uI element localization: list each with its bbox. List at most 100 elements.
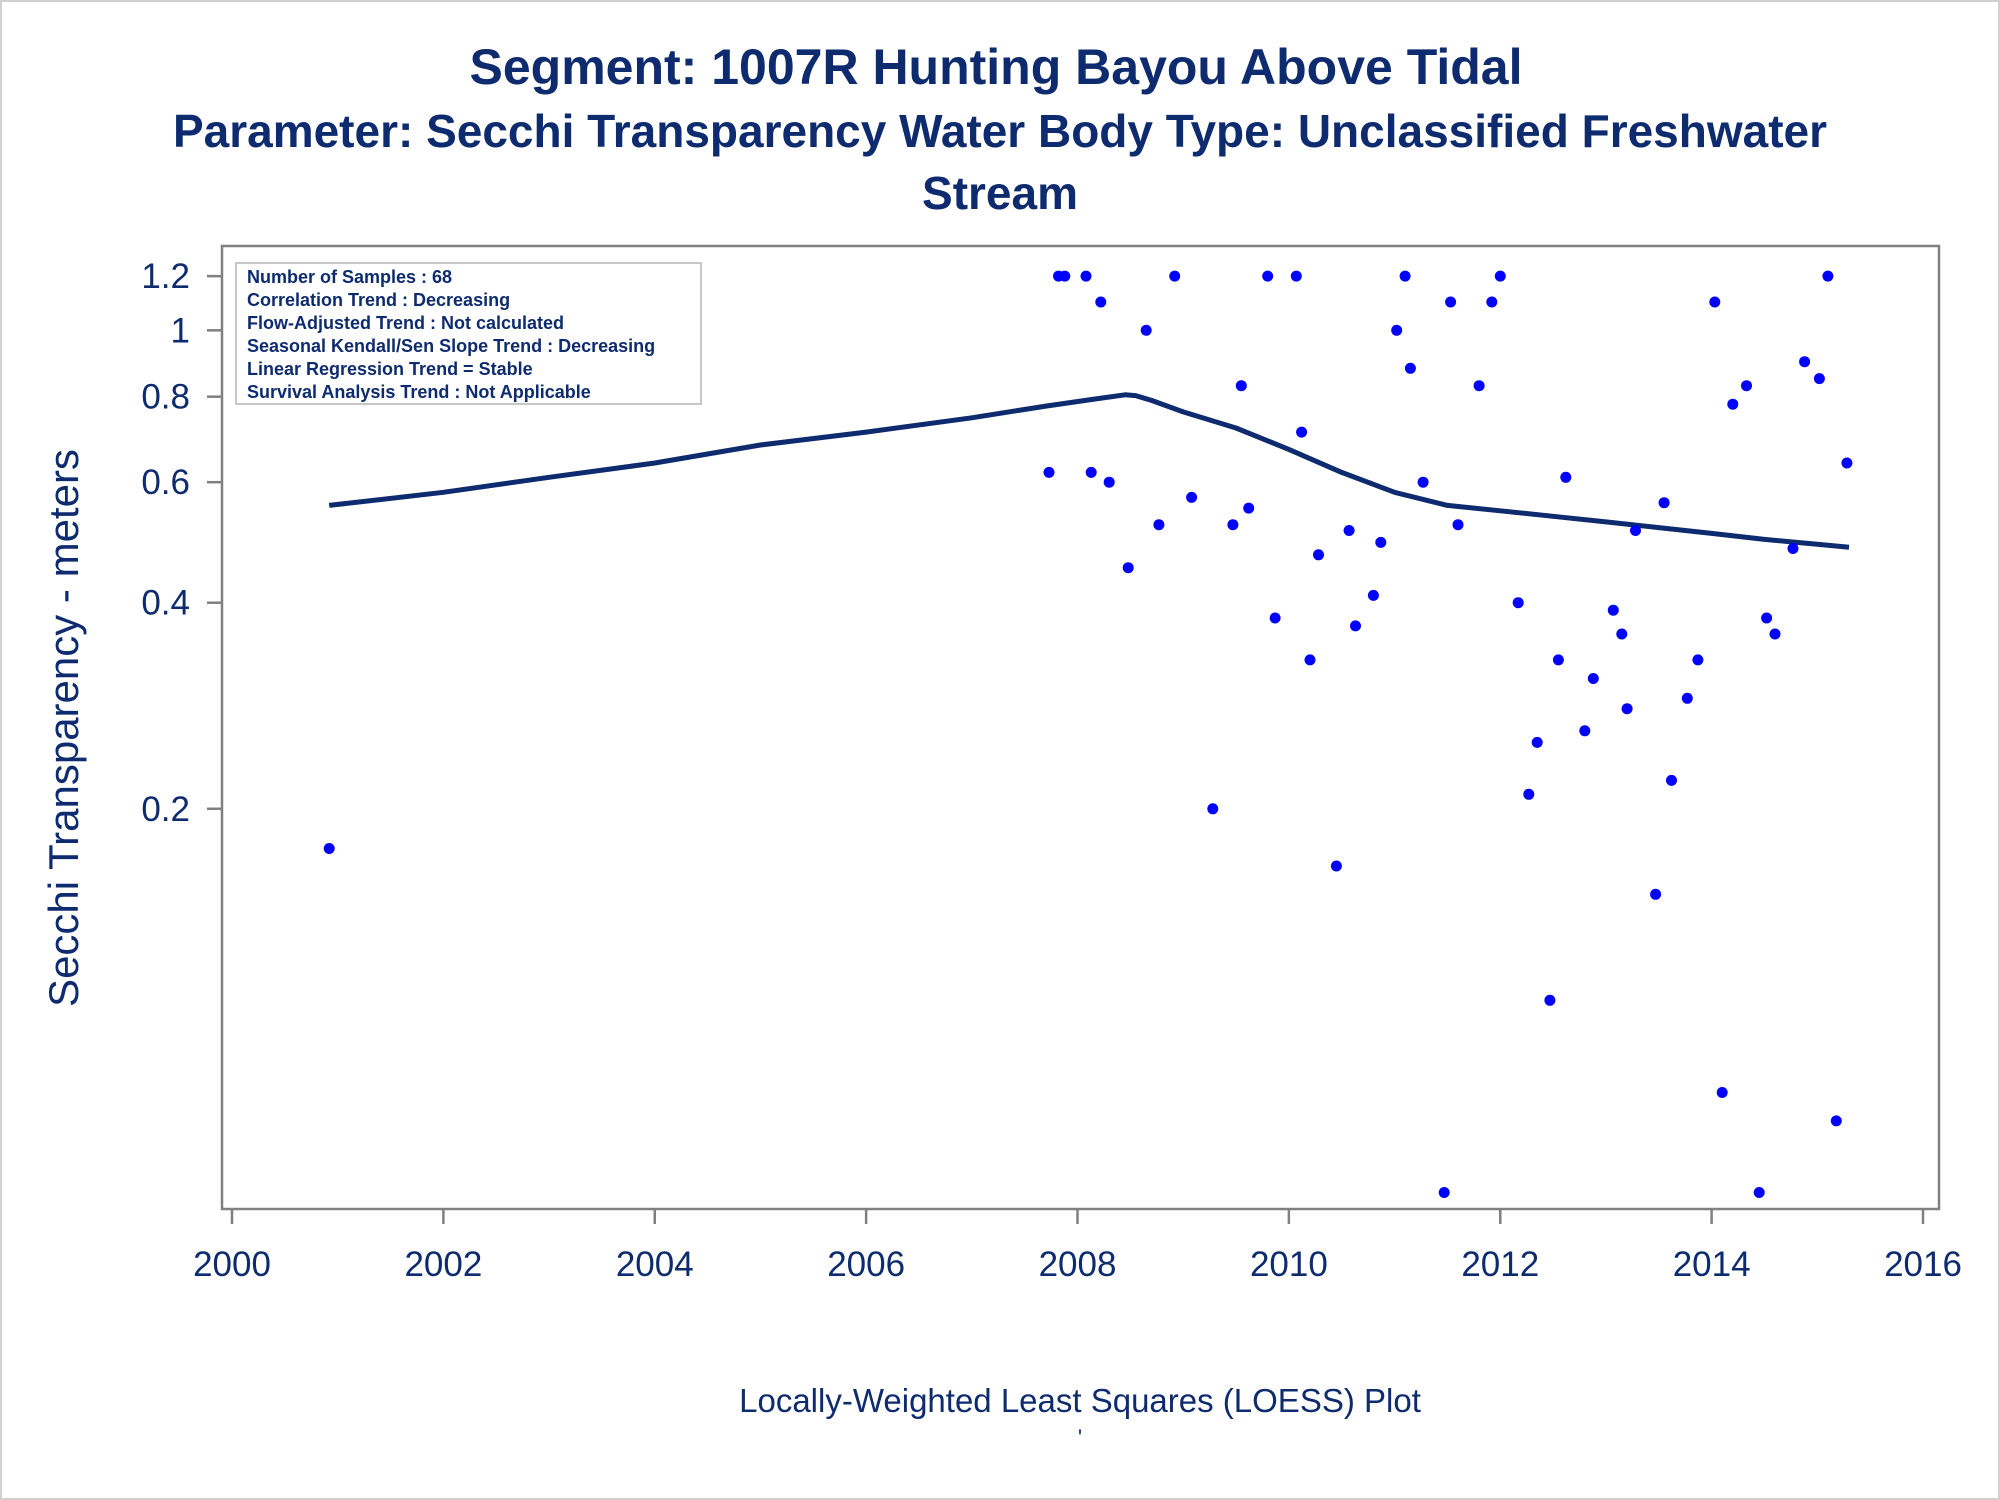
data-point [1304,654,1316,666]
data-point [1494,270,1506,282]
data-point [1343,525,1355,536]
data-point [1417,476,1429,488]
data-point [1587,673,1599,684]
data-point [1227,519,1239,531]
data-point [1059,270,1071,282]
data-point [1296,426,1308,438]
data-point [1787,543,1799,554]
y-tick-label: 0.2 [141,790,190,829]
data-point [1043,466,1055,478]
data-point [1681,692,1693,704]
data-point [1727,398,1739,410]
x-tick-label: 2006 [827,1245,905,1284]
data-point [1375,536,1387,548]
data-point [1399,270,1411,282]
x-tick-label: 2002 [404,1245,482,1284]
inset-line: Number of Samples : 68 [247,267,452,287]
data-point [1269,612,1281,624]
y-tick-label: 0.8 [141,378,190,417]
data-point [1330,860,1342,872]
data-point [1290,270,1302,282]
data-point [1692,654,1704,666]
data-point [1560,471,1572,483]
data-point [1544,994,1556,1006]
data-point [1621,703,1633,715]
x-tick-label: 2004 [616,1245,694,1284]
data-point [1122,562,1134,574]
data-point [1616,628,1628,640]
data-point [1607,604,1619,616]
x-tick-label: 2000 [193,1245,271,1284]
data-point [1531,736,1543,748]
y-tick-label: 1 [171,311,190,350]
inset-line: Survival Analysis Trend : Not Applicable [247,382,591,402]
data-point [1630,525,1641,536]
data-point [1579,725,1591,737]
inset-box [235,262,702,405]
data-point [1262,270,1274,282]
data-point [1552,654,1564,666]
data-point [1235,380,1247,392]
data-point [1761,612,1773,624]
loess-line [328,392,1850,550]
inset-line: Flow-Adjusted Trend : Not calculated [247,313,564,333]
y-tick-label: 1.2 [141,257,190,296]
x-tick-label: 2014 [1673,1245,1751,1284]
chart-subtitle-line1: Parameter: Secchi Transparency Water Bod… [172,105,1828,157]
chart-title: Segment: 1007R Hunting Bayou Above Tidal [469,39,1523,95]
data-point [1080,270,1092,282]
data-point [1841,457,1853,469]
data-point [1243,502,1255,514]
data-point [1658,497,1670,509]
y-tick-label: 0.6 [141,463,190,502]
data-point [1404,362,1416,374]
data-point [1666,774,1677,786]
data-point [1085,466,1097,478]
footnote: Locally-Weighted Least Squares (LOESS) P… [739,1382,1421,1419]
data-point [1445,296,1457,308]
x-tick-label: 2008 [1039,1245,1117,1284]
data-point [1741,380,1752,392]
data-point [1709,296,1721,308]
data-point [1350,620,1361,632]
data-point [1716,1087,1728,1098]
data-point [1473,380,1485,392]
footnote-mark: ' [1078,1425,1082,1450]
data-point [1153,519,1165,531]
data-point [1391,324,1403,336]
data-point [1822,270,1834,282]
data-point [1313,549,1324,561]
inset-line: Seasonal Kendall/Sen Slope Trend : Decre… [247,336,655,356]
y-tick-label: 0.4 [141,584,190,623]
data-point [1169,270,1181,282]
plot-area-border [220,244,1941,1211]
data-point [1769,628,1781,640]
x-tick-label: 2016 [1884,1245,1962,1284]
data-point [1452,519,1464,531]
stats-inset: Number of Samples : 68 Correlation Trend … [235,262,702,405]
chart-subtitle-line2: Stream [922,167,1078,219]
data-point [1512,597,1524,609]
data-point [1753,1187,1765,1198]
x-tick-label: 2010 [1250,1245,1328,1284]
data-point [1813,373,1825,385]
y-axis-title: Secchi Transparency - meters [40,449,87,1007]
data-point [1523,788,1535,800]
data-point [323,843,335,854]
data-point [1095,296,1107,308]
data-point [1103,476,1115,488]
data-point [1438,1187,1450,1198]
data-point [1367,589,1379,601]
data-point [1799,356,1811,368]
data-point [1140,324,1152,336]
data-point [1207,803,1219,815]
data-point [1186,491,1198,503]
inset-line: Linear Regression Trend = Stable [247,359,533,379]
data-point [1486,296,1498,308]
x-tick-label: 2012 [1461,1245,1539,1284]
inset-line: Correlation Trend : Decreasing [247,290,510,310]
data-point [1830,1115,1842,1127]
data-point [1650,888,1662,900]
